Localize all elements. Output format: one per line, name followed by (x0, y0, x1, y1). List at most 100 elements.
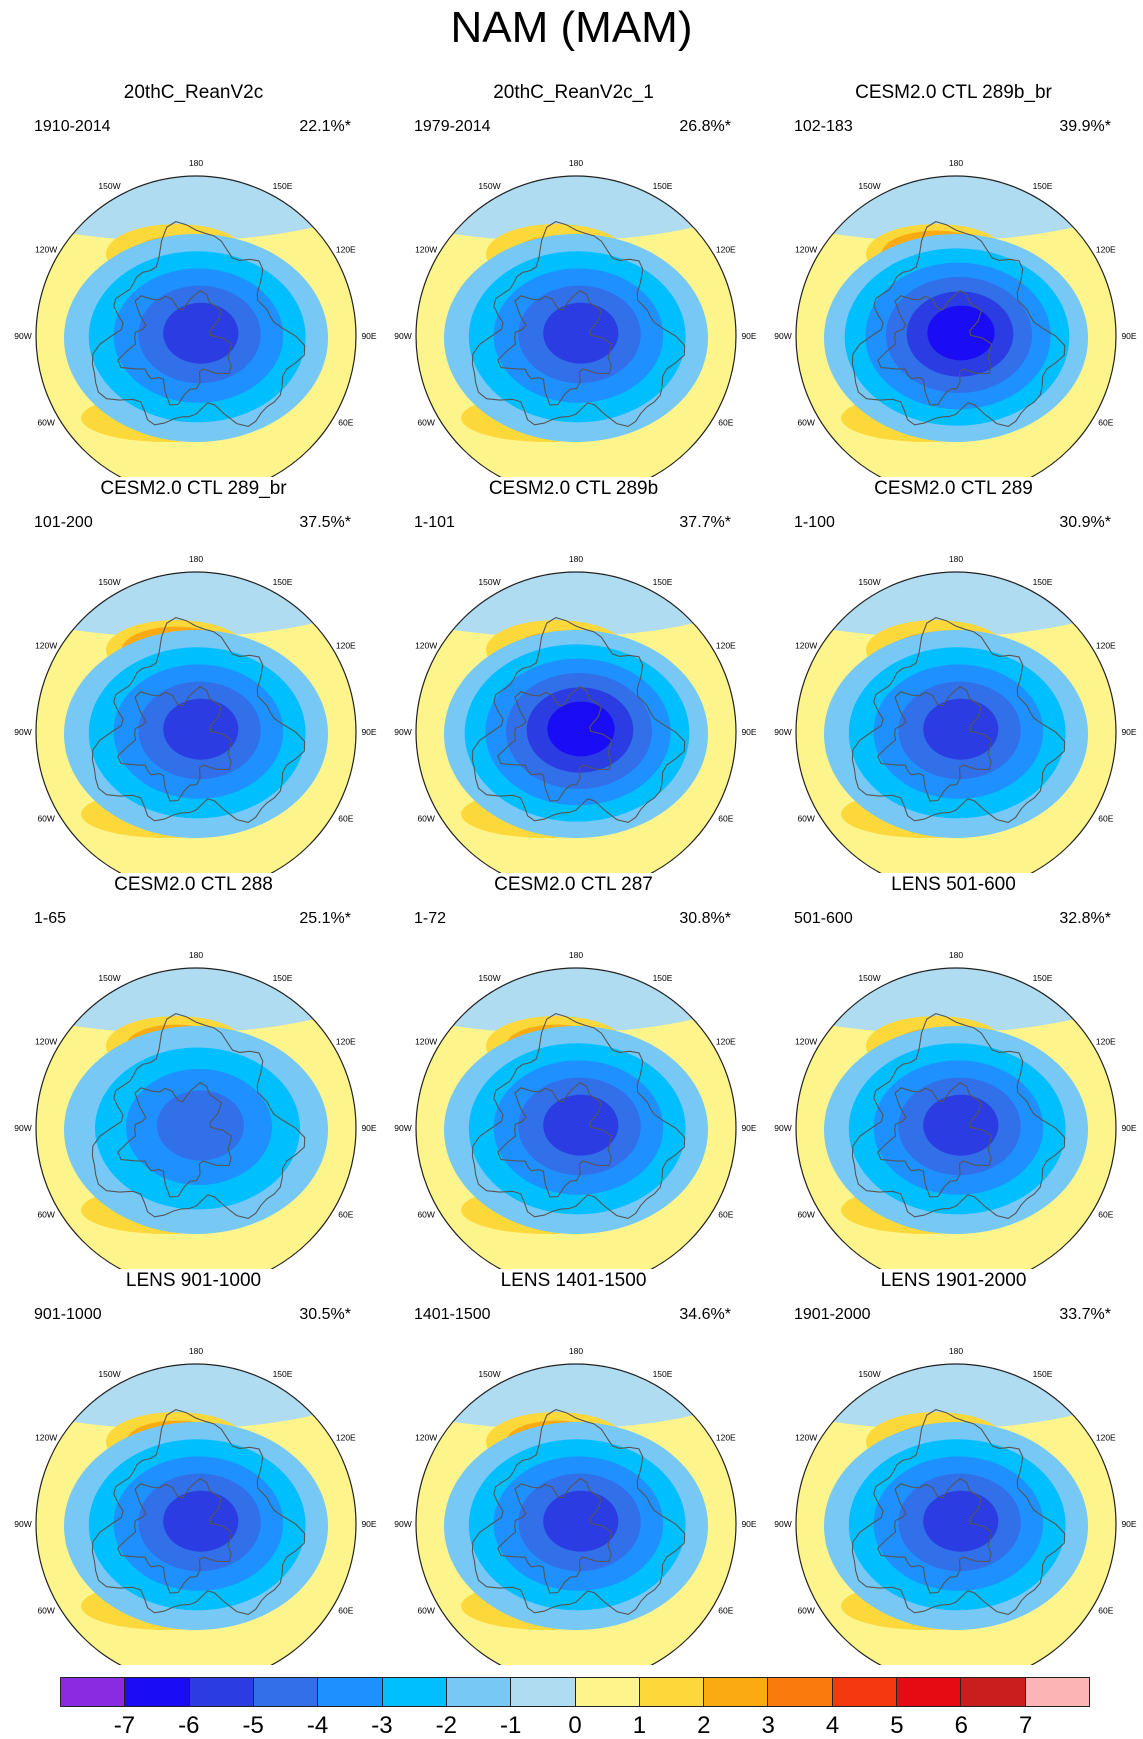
longitude-label: 150W (98, 1369, 120, 1379)
polar-map: 180150E120E90E60E30E030W60W90W120W150W (14, 554, 377, 873)
longitude-label: 90W (394, 1123, 411, 1133)
panel-period: 1-101 (414, 514, 455, 531)
longitude-label: 90E (741, 1519, 756, 1529)
colorbar-tick-label: -7 (113, 1712, 136, 1739)
polar-map: 180150E120E90E60E30E030W60W90W120W150W (14, 158, 377, 477)
panel-period: 1-100 (794, 514, 835, 531)
panel-title: 20thC_ReanV2c (123, 82, 264, 103)
colorbar-box (832, 1678, 898, 1706)
panel-period: 1-72 (414, 910, 447, 927)
polar-map: 180150E120E90E60E30E030W60W90W120W150W (14, 1346, 377, 1665)
longitude-label: 60W (797, 814, 814, 824)
longitude-label: 60E (1098, 1210, 1113, 1220)
map-panel: 180150E120E90E60E30E030W60W90W120W150WLE… (3, 1270, 384, 1665)
longitude-label: 90E (741, 331, 756, 341)
longitude-label: 150W (858, 1369, 880, 1379)
longitude-label: 150E (273, 973, 293, 983)
polar-map: 180150E120E90E60E30E030W60W90W120W150W (774, 1346, 1137, 1665)
longitude-label: 90W (774, 727, 791, 737)
longitude-label: 180 (189, 158, 203, 168)
longitude-label: 120W (35, 641, 57, 651)
longitude-label: 120E (336, 245, 356, 255)
longitude-label: 150W (478, 1369, 500, 1379)
map-panel: 180150E120E90E60E30E030W60W90W120W150W20… (3, 82, 384, 477)
longitude-label: 150E (653, 181, 673, 191)
panel-title: CESM2.0 CTL 287 (494, 874, 653, 895)
colorbar-tick-label: -5 (242, 1712, 264, 1739)
longitude-label: 180 (569, 950, 583, 960)
panel-title: CESM2.0 CTL 289 (874, 478, 1033, 499)
panel-title: CESM2.0 CTL 289_br (100, 478, 287, 499)
colorbar-box (61, 1678, 126, 1706)
longitude-label: 180 (569, 554, 583, 564)
longitude-label: 150E (653, 1369, 673, 1379)
longitude-label: 60W (797, 1210, 814, 1220)
longitude-label: 120W (415, 1433, 437, 1443)
longitude-label: 90E (1121, 1123, 1136, 1133)
figure-title: NAM (MAM) (450, 3, 693, 52)
longitude-label: 180 (949, 554, 963, 564)
colorbar-tick-label: -1 (499, 1712, 522, 1739)
longitude-label: 120E (716, 1433, 736, 1443)
explained-variance: 22.1%* (299, 118, 351, 135)
longitude-label: 120W (415, 245, 437, 255)
colorbar-tick-label: -3 (371, 1712, 393, 1739)
longitude-label: 150E (653, 973, 673, 983)
colorbar-tick-label: 2 (697, 1712, 711, 1739)
explained-variance: 39.9%* (1059, 118, 1111, 135)
colorbar-box (253, 1678, 319, 1706)
colorbar-tick-label: 6 (954, 1712, 968, 1739)
colorbar-tick-label: 1 (632, 1712, 647, 1739)
polar-map: 180150E120E90E60E30E030W60W90W120W150W (774, 158, 1137, 477)
panel-period: 501-600 (794, 910, 853, 927)
explained-variance: 30.8%* (679, 910, 731, 927)
longitude-label: 150W (478, 181, 500, 191)
longitude-label: 90E (361, 1123, 376, 1133)
longitude-label: 60E (1098, 1606, 1113, 1616)
longitude-label: 180 (949, 1346, 963, 1356)
longitude-label: 150E (653, 577, 673, 587)
longitude-label: 180 (189, 554, 203, 564)
longitude-label: 90E (741, 727, 756, 737)
longitude-label: 150W (478, 577, 500, 587)
map-panel: 180150E120E90E60E30E030W60W90W120W150WLE… (763, 874, 1143, 1269)
polar-map: 180150E120E90E60E30E030W60W90W120W150W (14, 950, 377, 1269)
longitude-label: 120E (336, 1433, 356, 1443)
colorbar-tick-label: -6 (178, 1712, 200, 1739)
longitude-label: 150W (858, 181, 880, 191)
longitude-label: 60E (338, 418, 353, 428)
colorbar-box (897, 1678, 962, 1706)
longitude-label: 120W (35, 1433, 57, 1443)
longitude-label: 60W (417, 1606, 434, 1616)
explained-variance: 37.7%* (679, 514, 731, 531)
longitude-label: 150E (1033, 1369, 1053, 1379)
panel-title: LENS 501-600 (891, 874, 1016, 895)
map-panel: 180150E120E90E60E30E030W60W90W120W150WCE… (383, 478, 764, 873)
longitude-label: 180 (949, 158, 963, 168)
colorbar-box (189, 1678, 254, 1706)
longitude-label: 150W (858, 577, 880, 587)
colorbar-tick-label: 3 (761, 1712, 775, 1739)
longitude-label: 60E (718, 1606, 733, 1616)
longitude-label: 60W (797, 1606, 814, 1616)
longitude-label: 60E (338, 1606, 353, 1616)
longitude-label: 120E (1096, 1037, 1116, 1047)
longitude-label: 90E (361, 1519, 376, 1529)
longitude-label: 120E (336, 641, 356, 651)
explained-variance: 32.8%* (1059, 910, 1111, 927)
longitude-label: 90E (1121, 1519, 1136, 1529)
map-panel: 180150E120E90E60E30E030W60W90W120W150WCE… (3, 874, 384, 1269)
longitude-label: 150E (1033, 181, 1053, 191)
colorbar: -7 -6 -5 -4 -3 -2 -1 0 1 2 3 4 5 6 7 (60, 1677, 1090, 1739)
longitude-label: 60W (417, 814, 434, 824)
longitude-label: 180 (569, 158, 583, 168)
polar-map: 180150E120E90E60E30E030W60W90W120W150W (774, 554, 1137, 873)
panel-period: 101-200 (34, 514, 93, 531)
longitude-label: 90E (361, 331, 376, 341)
longitude-label: 60W (37, 418, 54, 428)
longitude-label: 120W (415, 641, 437, 651)
longitude-label: 60W (417, 418, 434, 428)
longitude-label: 180 (569, 1346, 583, 1356)
longitude-label: 120E (716, 641, 736, 651)
explained-variance: 26.8%* (679, 118, 731, 135)
